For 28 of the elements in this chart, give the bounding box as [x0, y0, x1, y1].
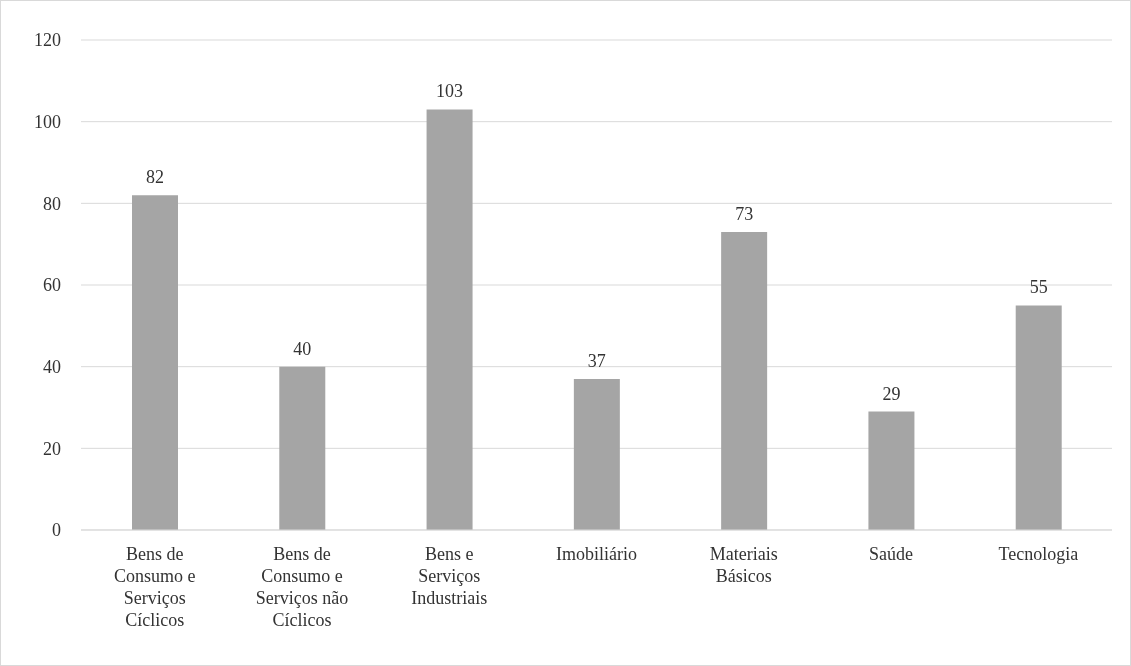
- bar: [1015, 305, 1062, 530]
- x-tick-label: Tecnologia: [998, 544, 1079, 564]
- x-tick-label: Bens de Consumo e Serviços não Cíclicos: [255, 544, 349, 630]
- y-tick-label: 40: [43, 357, 61, 378]
- x-tick-label: Bens e Serviços Industriais: [411, 544, 488, 608]
- y-tick-label: 80: [43, 193, 61, 214]
- bar: [721, 231, 768, 530]
- data-label: 29: [882, 383, 901, 404]
- y-tick-label: 20: [43, 438, 61, 459]
- bar: [426, 109, 473, 530]
- data-label: 55: [1029, 277, 1048, 298]
- bar: [868, 411, 915, 530]
- x-tick-label: Bens de Consumo e Serviços Cíclicos: [113, 544, 196, 630]
- y-tick-label: 0: [52, 520, 61, 541]
- bar: [573, 378, 620, 530]
- bar: [279, 366, 326, 530]
- y-tick-label: 60: [43, 275, 61, 296]
- y-tick-label: 100: [34, 112, 61, 133]
- data-label: 37: [587, 350, 606, 371]
- bar: [132, 195, 178, 530]
- x-tick-label: Saúde: [869, 544, 914, 564]
- data-label: 82: [146, 167, 164, 188]
- x-tick-label: Imobiliário: [556, 544, 637, 564]
- x-tick-label: Materiais Básicos: [709, 544, 778, 586]
- data-label: 40: [293, 338, 312, 359]
- y-tick-label: 120: [34, 30, 61, 51]
- data-label: 73: [735, 203, 754, 224]
- data-label: 103: [436, 81, 464, 102]
